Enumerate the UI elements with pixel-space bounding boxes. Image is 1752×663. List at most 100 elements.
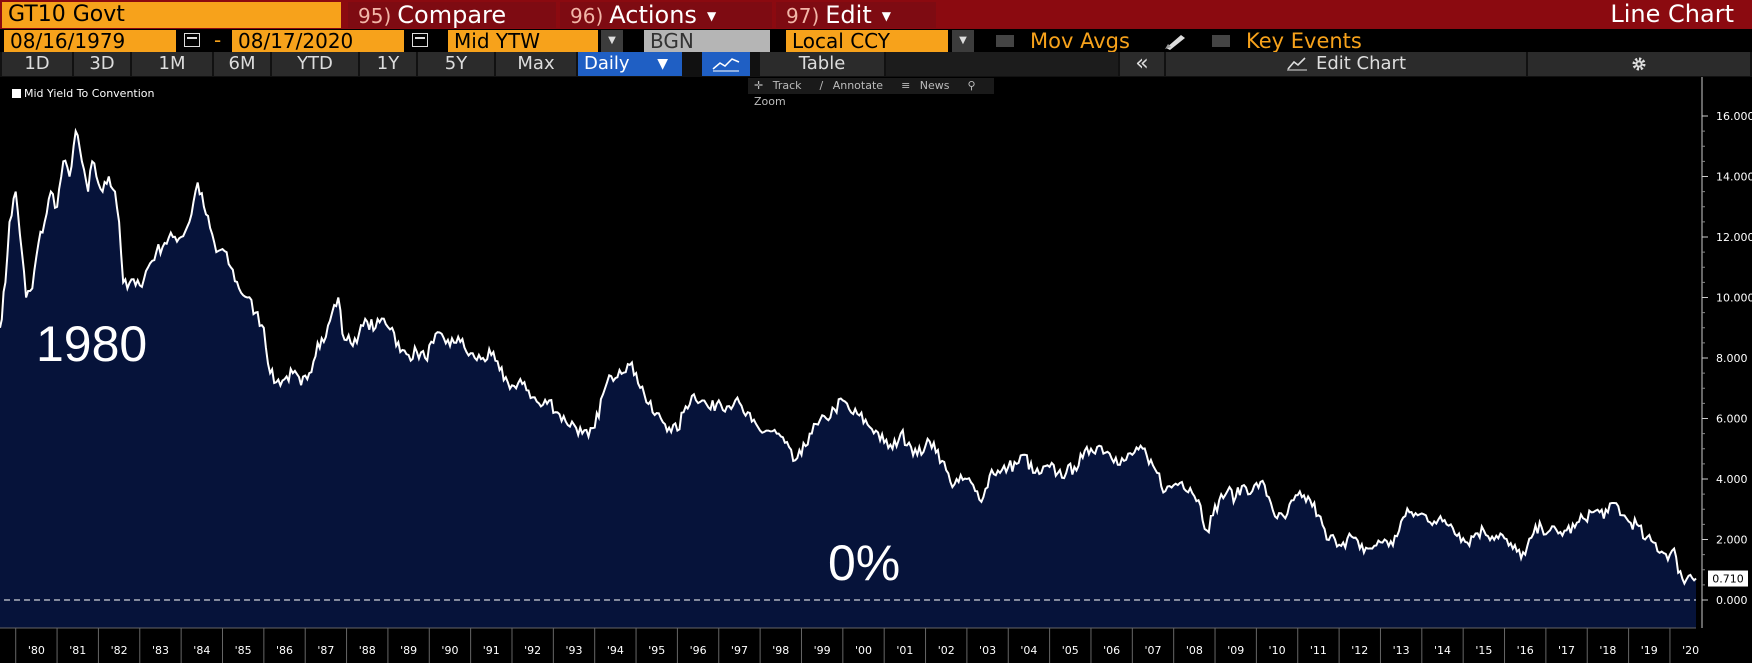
zero-annotation: 0% <box>828 535 901 591</box>
x-tick-label: '01 <box>896 644 913 657</box>
toolbar-spacer <box>886 52 1118 76</box>
chart-type-title: Line Chart <box>1610 0 1734 28</box>
key-events-label[interactable]: Key Events <box>1246 29 1362 53</box>
track-label: Track <box>772 79 802 92</box>
compare-button[interactable]: 95) Compare <box>348 2 556 28</box>
key-events-checkbox[interactable] <box>1212 35 1230 47</box>
edit-chart-label: Edit Chart <box>1315 53 1407 74</box>
x-tick-label: '06 <box>1103 644 1120 657</box>
range-1m-button[interactable]: 1M <box>132 52 212 76</box>
start-date-field[interactable]: 08/16/1979 <box>4 30 176 52</box>
track-tool[interactable]: ✛ Track <box>754 79 802 92</box>
actions-button[interactable]: 96) Actions ▼ <box>560 2 772 28</box>
range-1y-button[interactable]: 1Y <box>360 52 416 76</box>
y-tick-label: 0.000 <box>1716 594 1748 607</box>
x-tick-label: '88 <box>359 644 376 657</box>
x-tick-label: '05 <box>1062 644 1079 657</box>
x-tick-label: '90 <box>441 644 458 657</box>
table-button[interactable]: Table <box>760 52 884 76</box>
x-tick-label: '82 <box>111 644 128 657</box>
mov-avgs-checkbox[interactable] <box>996 35 1014 47</box>
x-tick-label: '17 <box>1558 644 1575 657</box>
periodicity-select[interactable]: Daily ▼ <box>578 52 682 76</box>
x-tick-label: '86 <box>276 644 293 657</box>
edit-number: 97) <box>786 4 820 28</box>
last-value-label: 0.710 <box>1712 573 1744 586</box>
gear-icon[interactable] <box>1528 52 1750 76</box>
x-tick-label: '12 <box>1351 644 1368 657</box>
collapse-icon[interactable]: « <box>1120 52 1164 76</box>
annotate-tool[interactable]: ∕ Annotate <box>819 79 884 92</box>
edit-chart-button[interactable]: Edit Chart <box>1166 52 1526 76</box>
compare-label: Compare <box>397 1 507 29</box>
edit-label: Edit <box>825 1 872 29</box>
x-tick-label: '15 <box>1475 644 1492 657</box>
x-tick-label: '08 <box>1186 644 1203 657</box>
range-1d-button[interactable]: 1D <box>2 52 72 76</box>
end-date-field[interactable]: 08/17/2020 <box>232 30 404 52</box>
news-tool[interactable]: ≡ News <box>901 79 950 92</box>
range-3d-button[interactable]: 3D <box>74 52 130 76</box>
range-max-button[interactable]: Max <box>496 52 576 76</box>
x-tick-label: '89 <box>400 644 417 657</box>
date-separator: - <box>214 28 222 52</box>
mov-avgs-label[interactable]: Mov Avgs <box>1030 29 1130 53</box>
x-tick-label: '04 <box>1020 644 1037 657</box>
x-tick-label: '80 <box>28 644 45 657</box>
actions-number: 96) <box>570 4 604 28</box>
source-field[interactable]: BGN <box>644 30 770 52</box>
x-tick-label: '10 <box>1269 644 1286 657</box>
series-area <box>0 131 1696 628</box>
calendar-icon[interactable] <box>184 33 200 47</box>
y-tick-label: 10.000 <box>1716 292 1752 305</box>
x-tick-label: '19 <box>1641 644 1658 657</box>
chevron-down-icon: ▼ <box>881 9 891 23</box>
x-tick-label: '13 <box>1393 644 1410 657</box>
y-tick-label: 4.000 <box>1716 473 1748 486</box>
legend-swatch <box>12 89 21 98</box>
x-tick-label: '91 <box>483 644 500 657</box>
periodicity-label: Daily <box>584 53 630 74</box>
year-annotation: 1980 <box>36 316 148 372</box>
chevron-down-icon: ▼ <box>706 9 717 23</box>
range-6m-button[interactable]: 6M <box>214 52 270 76</box>
y-tick-label: 12.000 <box>1716 231 1752 244</box>
chart-legend[interactable]: Mid Yield To Convention <box>12 87 155 100</box>
x-tick-label: '92 <box>524 644 541 657</box>
legend-label: Mid Yield To Convention <box>24 87 155 100</box>
zoom-tool[interactable]: ⚲ Zoom <box>754 79 976 108</box>
range-ytd-button[interactable]: YTD <box>272 52 358 76</box>
x-tick-label: '99 <box>814 644 831 657</box>
y-tick-label: 6.000 <box>1716 413 1748 426</box>
x-tick-label: '18 <box>1599 644 1616 657</box>
x-tick-label: '07 <box>1144 644 1161 657</box>
x-tick-label: '11 <box>1310 644 1327 657</box>
x-tick-label: '81 <box>69 644 86 657</box>
chevron-down-icon[interactable]: ▼ <box>601 30 623 52</box>
x-tick-label: '98 <box>772 644 789 657</box>
chevron-down-icon: ▼ <box>657 56 668 72</box>
x-tick-label: '96 <box>690 644 707 657</box>
zoom-label: Zoom <box>754 95 786 108</box>
currency-select[interactable]: Local CCY <box>786 30 948 52</box>
calendar-icon[interactable] <box>412 33 428 47</box>
series-line <box>0 127 1697 586</box>
security-ticker[interactable]: GT10 Govt <box>2 2 341 28</box>
last-value-box <box>1708 570 1748 587</box>
field-select[interactable]: Mid YTW <box>448 30 598 52</box>
x-tick-label: '20 <box>1682 644 1699 657</box>
news-label: News <box>919 79 950 92</box>
x-tick-label: '02 <box>938 644 955 657</box>
x-tick-label: '94 <box>607 644 624 657</box>
x-tick-label: '09 <box>1227 644 1244 657</box>
chevron-down-icon[interactable]: ▼ <box>952 30 974 52</box>
range-5y-button[interactable]: 5Y <box>418 52 494 76</box>
x-tick-label: '95 <box>648 644 665 657</box>
compare-number: 95) <box>358 4 392 28</box>
edit-button[interactable]: 97) Edit ▼ <box>776 2 936 28</box>
x-tick-label: '87 <box>317 644 334 657</box>
yield-chart[interactable]: 0.000 2.000 4.000 6.000 8.000 10.000 12.000 14.… <box>0 77 1752 663</box>
x-tick-label: '84 <box>193 644 210 657</box>
line-chart-icon[interactable] <box>702 52 750 76</box>
pencil-icon[interactable] <box>1163 32 1189 50</box>
